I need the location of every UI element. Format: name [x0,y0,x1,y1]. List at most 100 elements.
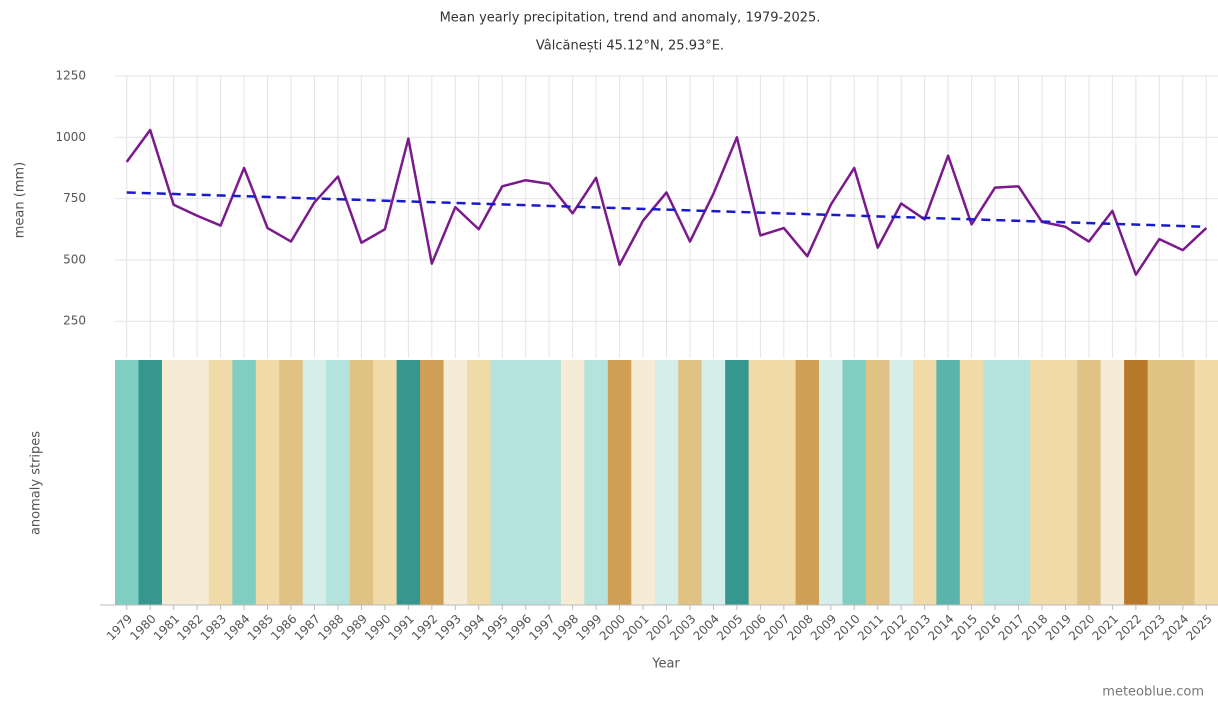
anomaly-stripe [748,360,773,605]
anomaly-stripe [560,360,585,605]
x-tick-label: 2011 [855,612,886,643]
x-tick-label: 2003 [667,612,698,643]
x-tick-label: 1993 [432,612,463,643]
anomaly-stripe [373,360,398,605]
x-tick-label: 1992 [409,612,440,643]
x-tick-label: 1988 [315,612,346,643]
x-tick-label: 1998 [550,612,581,643]
x-tick-label: 2002 [644,612,675,643]
x-axis-label: Year [651,657,680,672]
x-tick-label: 1996 [503,612,534,643]
y-tick-label: 250 [63,314,86,328]
x-tick-label: 1999 [573,612,604,643]
anomaly-stripe [255,360,280,605]
x-tick-label: 2015 [949,612,980,643]
x-tick-label: 1982 [174,612,205,643]
anomaly-stripe [1077,360,1102,605]
x-tick-label: 1983 [198,612,229,643]
x-tick-label: 2001 [620,612,651,643]
anomaly-stripe [678,360,703,605]
anomaly-stripe [959,360,984,605]
anomaly-stripe [772,360,797,605]
anomaly-stripe [819,360,844,605]
anomaly-stripe [138,360,163,605]
anomaly-stripe [936,360,961,605]
x-tick-label: 1979 [104,612,135,643]
anomaly-stripe [513,360,538,605]
anomaly-stripe [396,360,421,605]
anomaly-stripe [115,360,139,605]
x-tick-label: 2014 [925,612,956,643]
x-tick-label: 2025 [1183,612,1214,643]
anomaly-stripe [443,360,468,605]
anomaly-stripe [161,360,186,605]
anomaly-stripe [912,360,937,605]
precipitation-line [125,128,1208,276]
x-tick-label: 2023 [1136,612,1167,643]
y-axis-label: mean (mm) [13,162,28,238]
anomaly-stripe [865,360,890,605]
x-tick-label: 2020 [1066,612,1097,643]
x-tick-label: 2012 [878,612,909,643]
anomaly-stripe [185,360,210,605]
chart-title: Mean yearly precipitation, trend and ano… [440,11,821,26]
x-tick-label: 1994 [456,612,487,643]
x-tick-label: 2000 [597,612,628,643]
x-tick-label: 1986 [268,612,299,643]
y-tick-label: 750 [63,191,86,205]
anomaly-stripe [842,360,867,605]
x-tick-label: 2018 [1019,612,1050,643]
anomaly-stripe [1124,360,1149,605]
chart-subtitle: Vâlcănești 45.12°N, 25.93°E. [536,39,724,54]
anomaly-stripe [701,360,726,605]
x-tick-label: 2022 [1113,612,1144,643]
anomaly-stripe [490,360,515,605]
x-tick-label: 2017 [996,612,1027,643]
credit: meteoblue.com [1102,685,1204,700]
anomaly-stripe [302,360,327,605]
anomaly-stripe [467,360,491,605]
anomaly-stripe [1171,360,1196,605]
stripes-label: anomaly stripes [29,431,44,535]
x-tick-label: 2021 [1089,612,1120,643]
x-tick-label: 1989 [339,612,370,643]
x-tick-label: 1991 [385,612,416,643]
anomaly-stripe [584,360,609,605]
y-tick-label: 1250 [55,69,86,83]
x-tick-label: 1981 [151,612,182,643]
x-tick-label: 2019 [1043,612,1074,643]
anomaly-stripe [1053,360,1078,605]
x-tick-label: 2004 [691,612,722,643]
anomaly-stripe [725,360,750,605]
anomaly-stripe [232,360,257,605]
trend-line [126,191,1207,229]
anomaly-stripe [889,360,914,605]
anomaly-stripe [208,360,233,605]
anomaly-stripe [654,360,679,605]
anomaly-stripe [795,360,820,605]
anomaly-stripe [326,360,351,605]
anomaly-stripe [279,360,304,605]
x-tick-label: 2005 [714,612,745,643]
anomaly-stripe [983,360,1008,605]
x-tick-label: 2013 [902,612,933,643]
anomaly-stripe [537,360,562,605]
anomaly-stripe [1194,360,1218,605]
y-tick-label: 500 [63,252,86,266]
anomaly-stripe [1006,360,1031,605]
x-tick-label: 2010 [831,612,862,643]
x-tick-label: 2006 [737,612,768,643]
x-tick-label: 2008 [784,612,815,643]
anomaly-stripe [1030,360,1055,605]
x-tick-label: 2009 [808,612,839,643]
x-tick-label: 1997 [526,612,557,643]
x-tick-label: 1987 [292,612,323,643]
x-tick-label: 1990 [362,612,393,643]
anomaly-stripe [631,360,656,605]
anomaly-stripe [420,360,445,605]
y-tick-label: 1000 [55,130,86,144]
x-tick-label: 2016 [972,612,1003,643]
x-tick-label: 1984 [221,612,252,643]
x-tick-label: 1985 [245,612,276,643]
